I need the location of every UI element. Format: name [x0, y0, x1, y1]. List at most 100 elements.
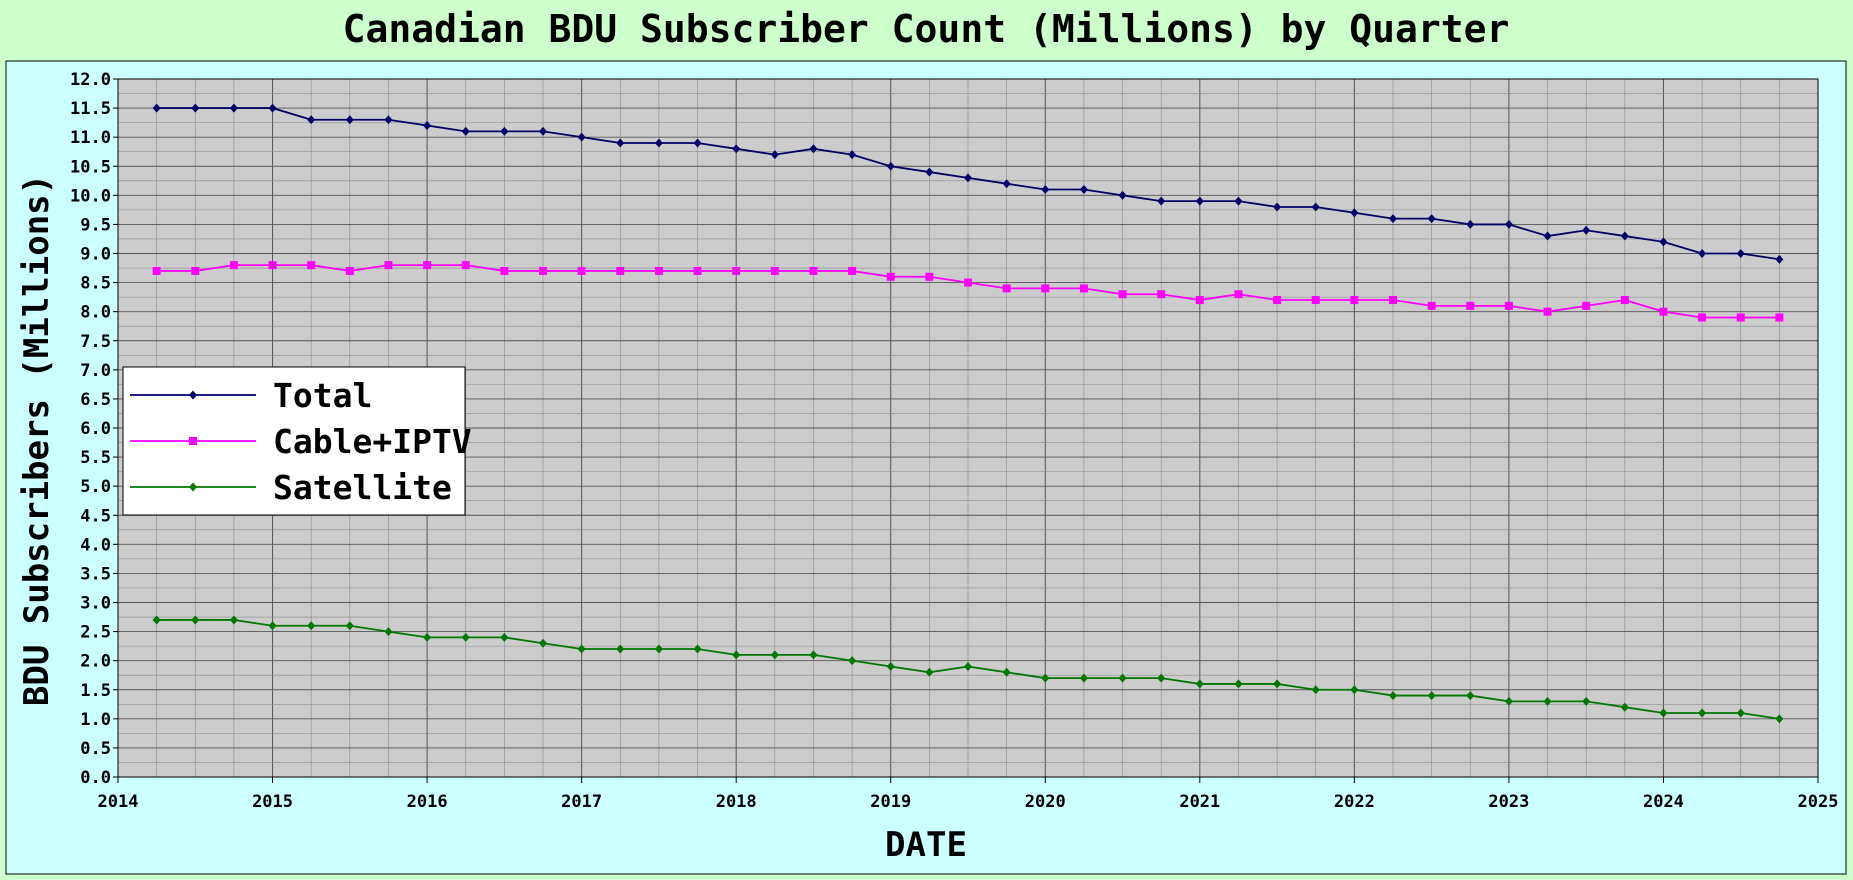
data-point	[268, 103, 277, 113]
legend-label: Total	[273, 376, 372, 415]
data-point	[964, 173, 972, 183]
data-point	[1157, 673, 1166, 683]
y-tick-label: 10.5	[70, 157, 111, 177]
y-tick-label: 6.0	[80, 419, 111, 439]
data-point	[1195, 296, 1204, 305]
data-point	[1698, 313, 1707, 322]
data-point	[1659, 708, 1668, 718]
data-point	[1543, 307, 1552, 316]
y-tick-label: 10.0	[70, 186, 111, 206]
data-point	[152, 615, 161, 625]
data-point	[1157, 196, 1166, 206]
data-point	[1195, 196, 1204, 206]
data-point	[1620, 231, 1629, 241]
data-point	[1543, 696, 1552, 706]
data-point	[1311, 685, 1320, 695]
data-point	[770, 650, 779, 660]
y-tick-label: 0.5	[80, 739, 111, 759]
data-point	[848, 266, 857, 275]
data-point	[307, 621, 316, 631]
x-tick-label: 2022	[1334, 792, 1375, 812]
x-tick-label: 2024	[1643, 792, 1684, 812]
y-tick-label: 11.5	[70, 99, 111, 119]
data-point	[1659, 237, 1668, 247]
data-point	[423, 121, 432, 131]
y-tick-label: 6.5	[80, 390, 111, 410]
data-point	[1273, 202, 1282, 212]
data-point	[1466, 691, 1475, 701]
y-tick-label: 1.0	[80, 710, 111, 730]
y-tick-label: 12.0	[70, 70, 111, 90]
data-point	[577, 644, 586, 654]
data-point	[964, 661, 972, 671]
data-point	[1736, 708, 1745, 718]
data-point	[539, 638, 547, 648]
data-point	[925, 667, 934, 677]
data-point	[1350, 685, 1359, 695]
data-point	[191, 103, 200, 113]
y-tick-label: 5.5	[80, 448, 111, 468]
y-tick-label: 11.0	[70, 128, 111, 148]
x-tick-label: 2016	[407, 792, 448, 812]
data-point	[654, 266, 663, 275]
data-point	[732, 650, 741, 660]
data-point	[191, 615, 200, 625]
data-point	[654, 138, 663, 148]
x-tick-label: 2015	[252, 792, 293, 812]
data-point	[345, 621, 354, 631]
x-tick-label: 2025	[1798, 792, 1839, 812]
data-point	[809, 266, 818, 275]
data-point	[809, 650, 818, 660]
y-tick-label: 7.5	[80, 332, 111, 352]
y-axis-title: BDU Subscribers (Millions)	[17, 174, 57, 706]
data-point	[770, 266, 779, 275]
data-point	[1041, 284, 1050, 293]
data-point	[1698, 249, 1707, 258]
data-point	[1234, 679, 1243, 689]
data-point	[1079, 185, 1088, 195]
data-point	[1427, 214, 1436, 224]
data-point	[1698, 708, 1707, 718]
data-point	[1041, 673, 1050, 683]
data-point	[577, 266, 586, 275]
y-tick-label: 4.5	[80, 506, 111, 526]
data-point	[616, 644, 625, 654]
data-point	[1311, 296, 1320, 305]
y-tick-label: 3.5	[80, 564, 111, 584]
data-point	[1582, 301, 1591, 310]
x-tick-label: 2014	[98, 792, 139, 812]
data-point	[152, 266, 161, 275]
data-point	[1234, 290, 1243, 299]
x-tick-label: 2023	[1488, 792, 1529, 812]
data-point	[693, 644, 702, 654]
data-point	[1350, 208, 1359, 218]
data-point	[1002, 667, 1011, 677]
series-layer	[152, 103, 1784, 724]
data-point	[461, 632, 470, 642]
data-point	[1273, 679, 1282, 689]
data-point	[1775, 313, 1784, 322]
data-point	[616, 266, 625, 275]
data-point	[152, 103, 161, 113]
data-point	[848, 656, 857, 666]
y-tick-label: 5.0	[80, 477, 111, 497]
data-point	[1079, 673, 1088, 683]
data-point	[1002, 284, 1011, 293]
data-point	[345, 115, 354, 125]
data-point	[1273, 296, 1282, 305]
data-point	[925, 272, 934, 281]
y-axis-ticks: 0.0 0.5 1.0 1.5 2.0 2.5 3.0 3.5 4.0 4.5 5.0 5.5 6.0 6…	[70, 70, 118, 788]
data-point	[539, 266, 547, 275]
x-axis-ticks: 2014 2015 2016 2017 2018 2019 2020 2021 2022 2023…	[98, 777, 1839, 812]
legend-label: Cable+IPTV	[273, 422, 472, 461]
data-point	[1118, 190, 1127, 200]
data-point	[964, 278, 972, 287]
data-point	[307, 261, 316, 270]
data-point	[229, 615, 238, 625]
x-axis-title: DATE	[885, 825, 967, 865]
data-point	[654, 644, 663, 654]
data-point	[886, 272, 895, 281]
data-point	[1775, 254, 1784, 264]
data-point	[886, 661, 895, 671]
